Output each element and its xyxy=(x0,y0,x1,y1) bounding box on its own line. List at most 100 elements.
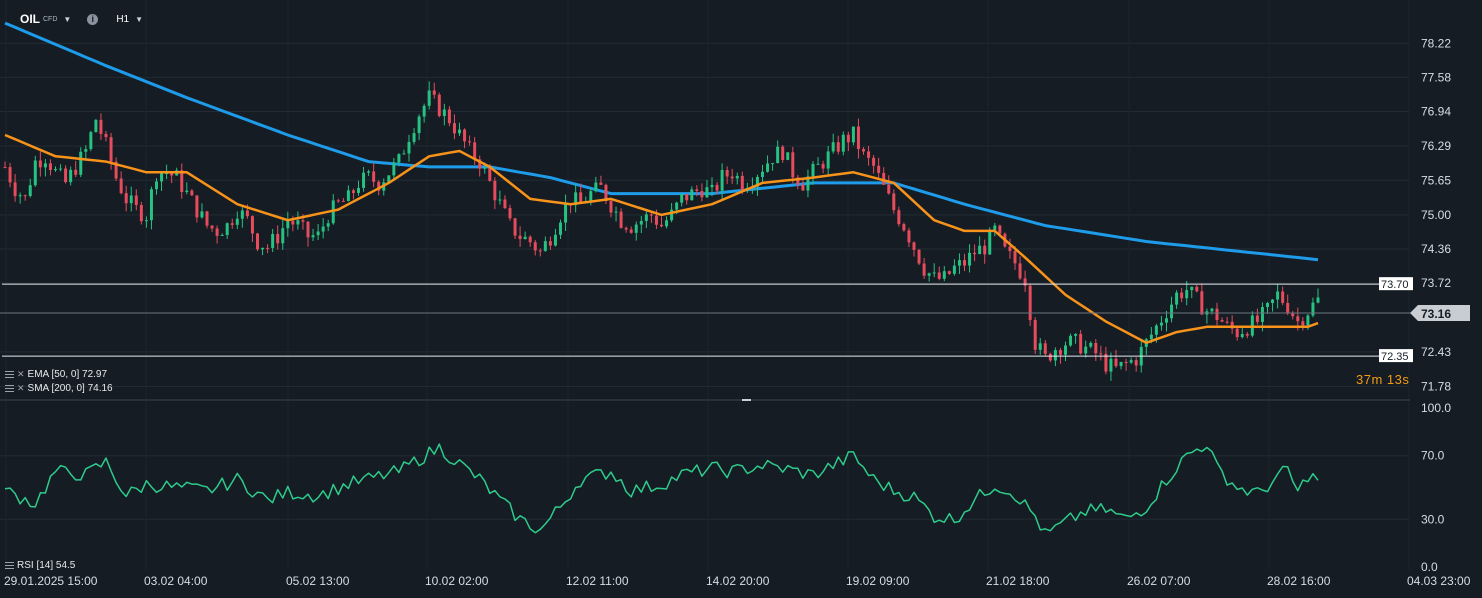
candle-body xyxy=(155,181,158,190)
candle-body xyxy=(993,225,997,230)
candle-body xyxy=(846,134,850,143)
candle-body xyxy=(170,173,174,176)
candle-body xyxy=(1215,308,1219,321)
remove-indicator-icon[interactable]: ✕ xyxy=(17,369,25,379)
candle-body xyxy=(826,151,830,169)
candle-body xyxy=(1220,320,1224,322)
candle-body xyxy=(301,220,305,222)
rsi-tick-label: 0.0 xyxy=(1421,560,1438,574)
candle-body xyxy=(786,152,790,160)
candle-body xyxy=(639,220,643,225)
candle-body xyxy=(957,260,961,266)
candle-body xyxy=(1260,307,1264,322)
candle-body xyxy=(518,235,522,240)
candle-body xyxy=(791,152,795,178)
candle-body xyxy=(1281,291,1285,303)
sma-legend: ✕ SMA [200, 0] 74.16 xyxy=(5,383,113,394)
price-tick-label: 75.00 xyxy=(1421,208,1451,222)
candle-body xyxy=(89,132,93,150)
settings-menu-icon[interactable] xyxy=(5,371,14,378)
candle-body xyxy=(685,194,689,201)
candle-body xyxy=(13,182,17,197)
remove-indicator-icon[interactable]: ✕ xyxy=(17,383,25,393)
candle-body xyxy=(180,170,184,193)
candle-body xyxy=(18,195,22,197)
candle-body xyxy=(932,272,936,274)
timeframe-label[interactable]: H1 xyxy=(116,13,130,25)
candle-body xyxy=(149,189,153,221)
candle-body xyxy=(1291,312,1295,317)
candle-body xyxy=(225,223,229,235)
candle-body xyxy=(377,181,381,191)
candle-body xyxy=(104,133,108,138)
candle-body xyxy=(316,231,320,236)
candle-body xyxy=(523,236,527,240)
price-level-tag[interactable] xyxy=(1379,349,1413,363)
candle-body xyxy=(776,146,780,164)
candle-body xyxy=(1210,308,1214,312)
candle-body xyxy=(841,134,845,152)
candle-body xyxy=(609,200,613,213)
candle-body xyxy=(160,173,164,182)
candle-body xyxy=(256,233,259,250)
candle-body xyxy=(139,204,143,222)
candle-body xyxy=(412,133,416,142)
candle-body xyxy=(503,199,507,209)
candle-body xyxy=(1058,350,1062,355)
candle-body xyxy=(533,242,537,251)
candle-body xyxy=(1023,278,1027,286)
candle-body xyxy=(660,224,663,227)
price-level-label: 72.35 xyxy=(1381,351,1409,363)
candle-body xyxy=(84,149,88,152)
candle-body xyxy=(276,233,280,244)
ema-50-line xyxy=(4,133,1319,345)
candle-body xyxy=(1013,251,1017,264)
candle-body xyxy=(367,171,371,173)
candle-body xyxy=(856,126,860,150)
candle-body xyxy=(387,175,391,183)
candle-body xyxy=(947,271,951,274)
candle-body xyxy=(397,154,401,163)
price-tick-label: 71.78 xyxy=(1421,379,1451,393)
candle-body xyxy=(54,169,57,171)
candle-body xyxy=(705,187,709,198)
candle-body xyxy=(1038,343,1042,350)
candle-body xyxy=(74,169,78,175)
candle-body xyxy=(463,129,467,142)
candle-body xyxy=(806,176,810,191)
candle-body xyxy=(816,163,820,165)
candle-body xyxy=(493,180,497,201)
time-tick-label: 05.02 13:00 xyxy=(286,574,350,588)
info-icon[interactable]: i xyxy=(87,13,99,25)
settings-menu-icon[interactable] xyxy=(5,562,14,569)
price-tick-label: 76.29 xyxy=(1421,139,1451,153)
symbol-dropdown-icon[interactable]: ▼ xyxy=(63,14,72,24)
price-level-tag[interactable] xyxy=(1379,277,1413,291)
pane-resize-handle[interactable] xyxy=(742,399,751,401)
candle-body xyxy=(927,273,931,276)
rsi-line xyxy=(4,443,1319,534)
current-price-tag xyxy=(1410,304,1470,321)
time-tick-label: 14.02 20:00 xyxy=(706,574,770,588)
candle-body xyxy=(513,218,517,236)
candle-body xyxy=(1245,333,1249,336)
timeframe-dropdown-icon[interactable]: ▼ xyxy=(135,14,144,24)
candle-body xyxy=(755,176,759,187)
candle-body xyxy=(902,224,906,231)
candle-body xyxy=(619,211,623,228)
candle-body xyxy=(907,230,911,243)
candle-body xyxy=(735,175,739,179)
settings-menu-icon[interactable] xyxy=(5,385,14,392)
candle-body xyxy=(69,169,73,183)
candle-body xyxy=(336,200,340,202)
candle-body xyxy=(3,166,7,168)
candle-body xyxy=(357,187,360,193)
candle-body xyxy=(498,199,502,201)
candle-body xyxy=(407,141,411,154)
symbol-label[interactable]: OIL xyxy=(20,12,40,26)
candle-body xyxy=(882,172,886,185)
current-price-label: 73.16 xyxy=(1421,307,1451,321)
chart-toolbar: OIL CFD ▼ i H1 ▼ xyxy=(20,10,143,28)
price-tick-label: 77.58 xyxy=(1421,70,1451,84)
